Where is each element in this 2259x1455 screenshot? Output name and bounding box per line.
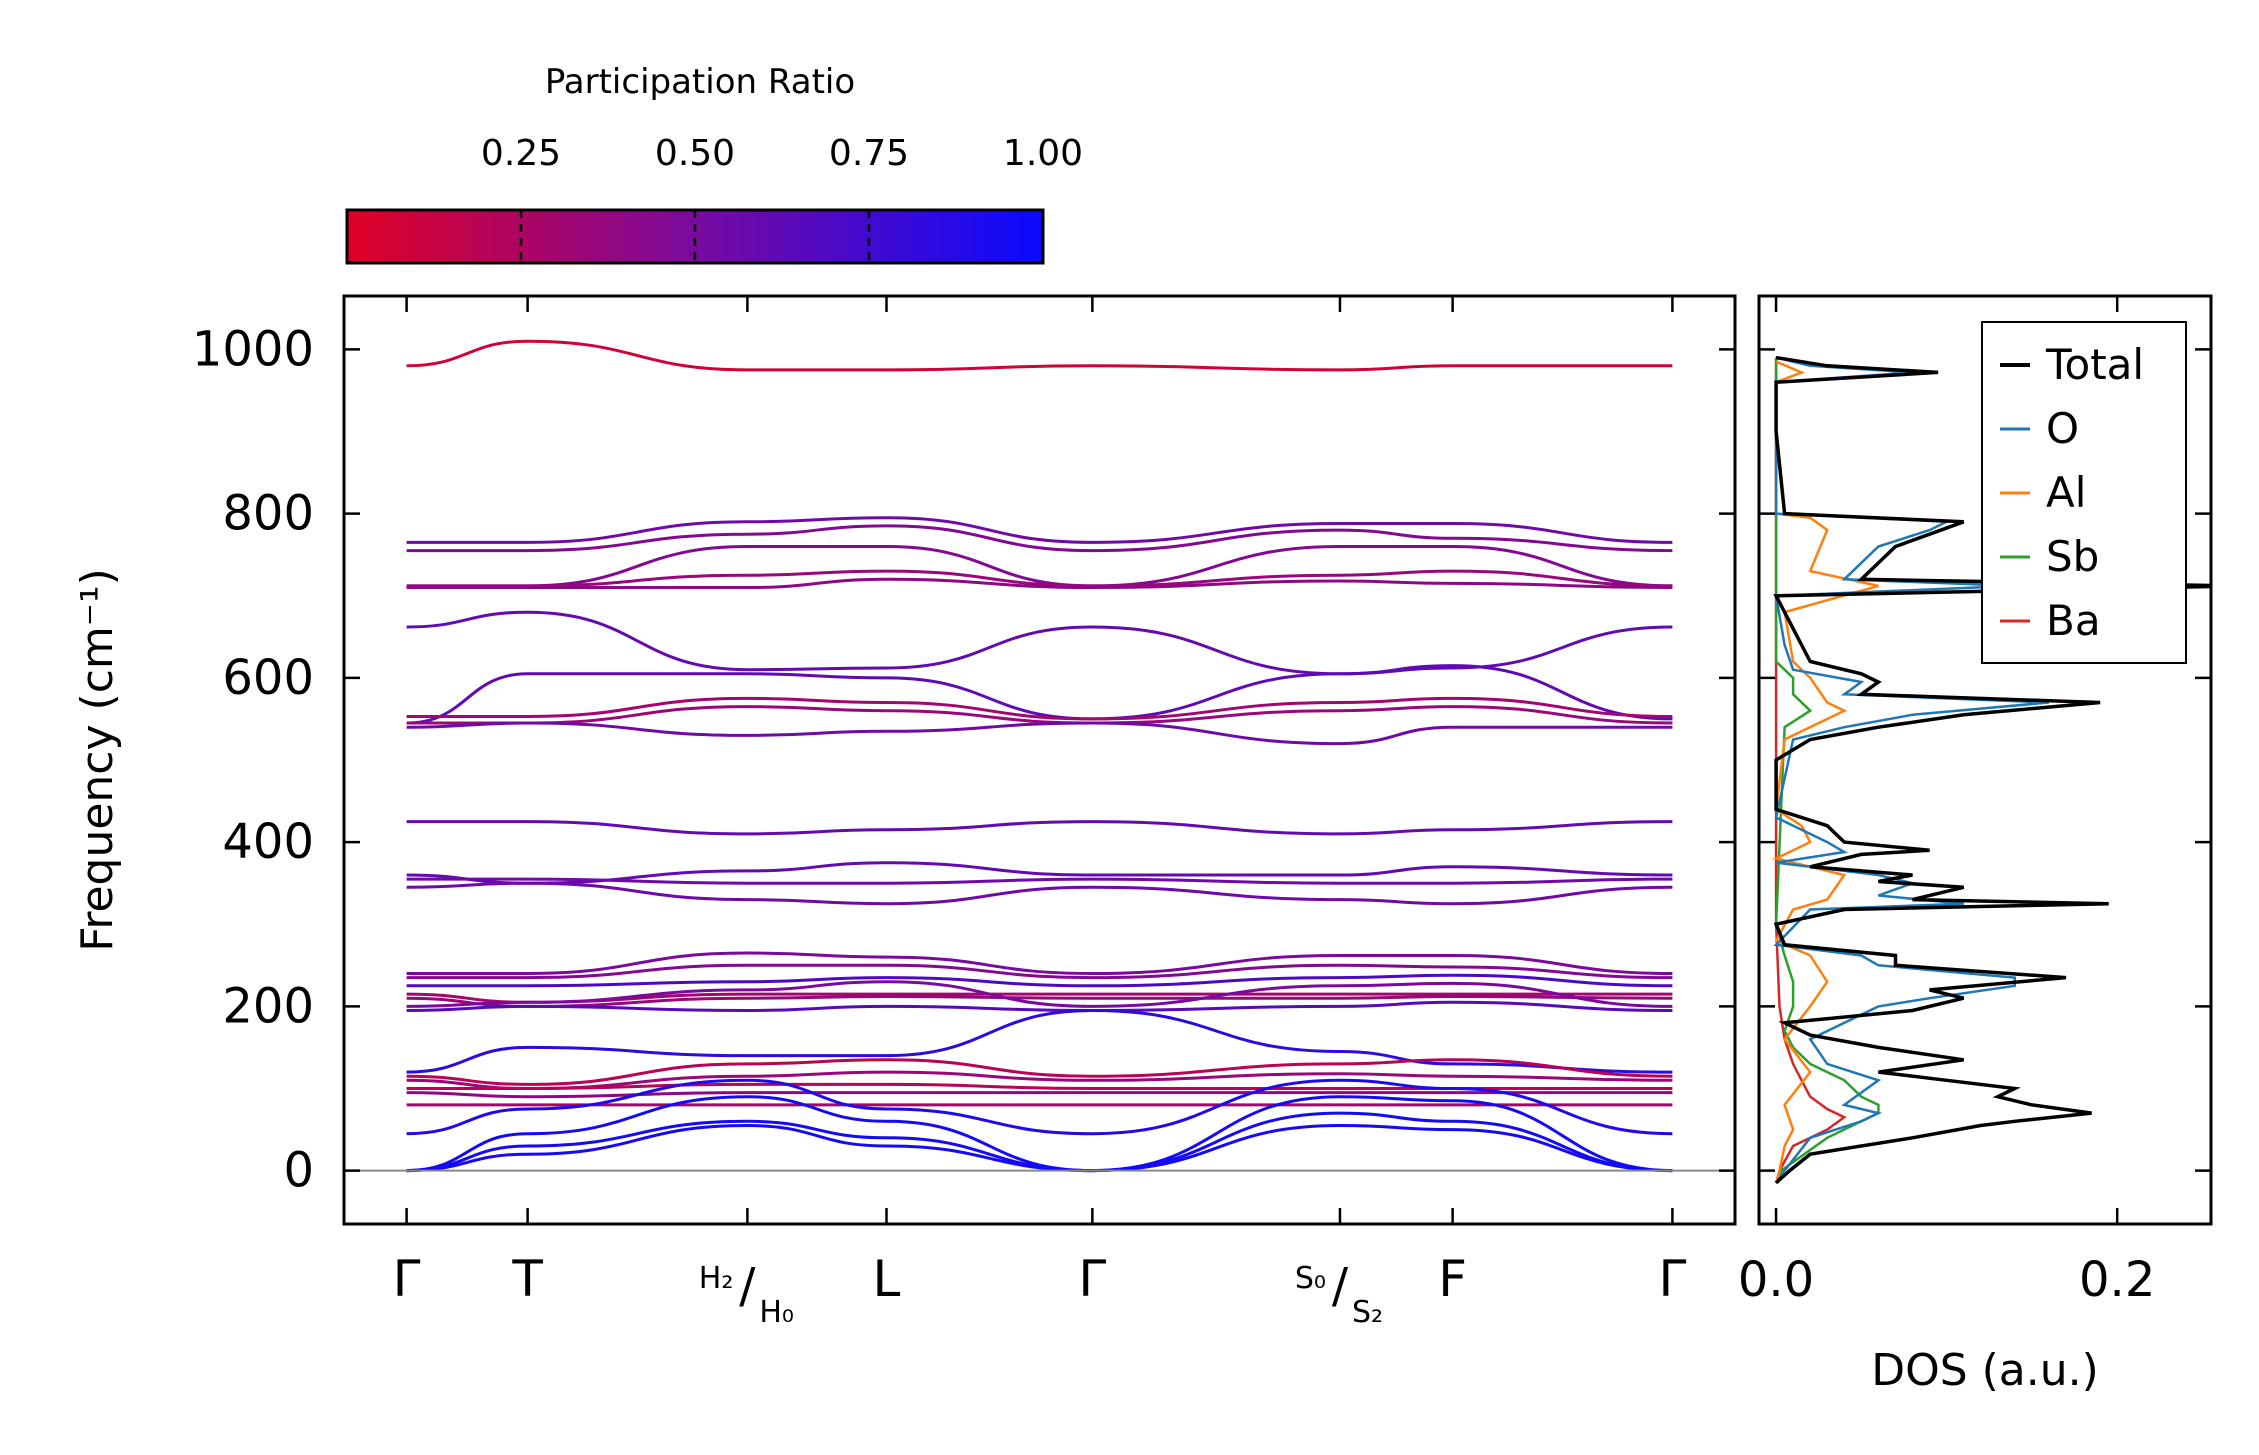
band-x-tick-label: Γ <box>393 1250 421 1308</box>
split-label-lower: S₂ <box>1352 1295 1383 1330</box>
colorbar-tick-label: 0.50 <box>655 133 735 174</box>
band-line-20 <box>406 980 1673 1008</box>
split-label-slash: / <box>739 1258 756 1314</box>
band-y-tick-label: 800 <box>222 486 314 542</box>
band-line-10 <box>406 721 1673 746</box>
legend-label-ba: Ba <box>2046 596 2101 645</box>
band-line-2 <box>406 524 1673 553</box>
band-y-axis-label: Frequency (cm⁻¹) <box>72 568 123 952</box>
band-x-tick-label: Γ <box>1658 1250 1686 1308</box>
band-line-6 <box>406 610 1673 676</box>
band-line-30 <box>406 1111 1673 1173</box>
dos-axes-frame <box>1757 294 2213 1226</box>
band-line-12 <box>406 861 1673 885</box>
split-label-upper: S₀ <box>1295 1261 1326 1296</box>
band-line-15 <box>406 951 1673 976</box>
band-line-17 <box>406 973 1673 988</box>
band-line-3 <box>406 544 1673 588</box>
colorbar-title: Participation Ratio <box>545 62 855 102</box>
split-label-slash: / <box>1332 1258 1349 1314</box>
dos-panel: 0.0 0.2 DOS (a.u.) Total O Al Sb Ba <box>1738 294 2213 1396</box>
band-line-28 <box>406 1078 1673 1136</box>
dos-line-ba <box>1774 357 1847 1184</box>
legend-label-sb: Sb <box>2046 532 2099 581</box>
band-x-ticks: Γ T H₂ / H₀L Γ S₀ / S₂F Γ <box>393 296 1686 1330</box>
band-line-4 <box>406 569 1673 588</box>
dos-x-tick-label: 0.0 <box>1738 1252 1814 1308</box>
split-label-upper: H₂ <box>699 1261 734 1296</box>
band-line-31 <box>406 1123 1673 1173</box>
colorbar-tick-label: 1.00 <box>1003 133 1083 174</box>
band-x-tick-label: T <box>511 1250 543 1308</box>
band-y-tick-label: 600 <box>222 650 314 706</box>
band-y-tick-label: 0 <box>283 1143 314 1199</box>
band-line-14 <box>406 881 1673 906</box>
dos-line-total <box>1773 355 2211 1185</box>
dos-x-ticks: 0.0 0.2 <box>1738 296 2155 1308</box>
band-line-11 <box>406 820 1673 836</box>
dos-line-al <box>1772 360 1879 1184</box>
band-x-tick-label: F <box>1438 1250 1467 1308</box>
band-line-0 <box>406 339 1673 372</box>
band-line-7 <box>406 664 1673 725</box>
band-line-26 <box>406 1091 1673 1099</box>
band-y-tick-label: 200 <box>222 978 314 1034</box>
band-line-8 <box>406 696 1673 721</box>
band-x-tick-label: L <box>873 1250 901 1308</box>
legend-label-total: Total <box>2045 340 2144 389</box>
dos-x-tick-label: 0.2 <box>2079 1252 2155 1308</box>
band-line-16 <box>406 963 1673 980</box>
dos-y-ticks <box>1759 348 2211 1172</box>
band-y-tick-label: 400 <box>222 814 314 870</box>
colorbar-tick-labels: 0.25 0.50 0.75 1.00 <box>481 133 1083 174</box>
band-line-9 <box>406 705 1673 725</box>
dos-legend: Total O Al Sb Ba <box>1981 321 2187 664</box>
band-line-13 <box>406 877 1673 885</box>
band-line-21 <box>406 1000 1673 1013</box>
dos-line-o <box>1773 356 2050 1184</box>
colorbar-tick-label: 0.75 <box>829 133 909 174</box>
colorbar-ticks <box>519 210 871 263</box>
band-x-tick-split-label: H₂ / H₀ <box>699 1258 794 1330</box>
dos-lines <box>1772 355 2211 1185</box>
band-line-22 <box>406 1008 1673 1074</box>
band-line-1 <box>406 516 1673 544</box>
legend-label-al: Al <box>2046 468 2086 517</box>
dos-x-axis-label: DOS (a.u.) <box>1871 1345 2099 1396</box>
band-y-ticks: 0 200 400 600 800 1000 <box>192 321 1735 1199</box>
band-line-29 <box>406 1095 1673 1173</box>
colorbar-tick-label: 0.25 <box>481 133 561 174</box>
legend-label-o: O <box>2046 404 2079 453</box>
band-axes-frame <box>342 294 1737 1226</box>
band-lines <box>406 339 1673 1173</box>
band-line-23 <box>406 1058 1673 1086</box>
band-x-tick-label: Γ <box>1078 1250 1106 1308</box>
band-y-tick-label: 1000 <box>192 321 314 377</box>
split-label-lower: H₀ <box>759 1295 794 1330</box>
band-line-5 <box>406 577 1673 590</box>
band-x-tick-split-label: S₀ / S₂ <box>1295 1258 1383 1330</box>
